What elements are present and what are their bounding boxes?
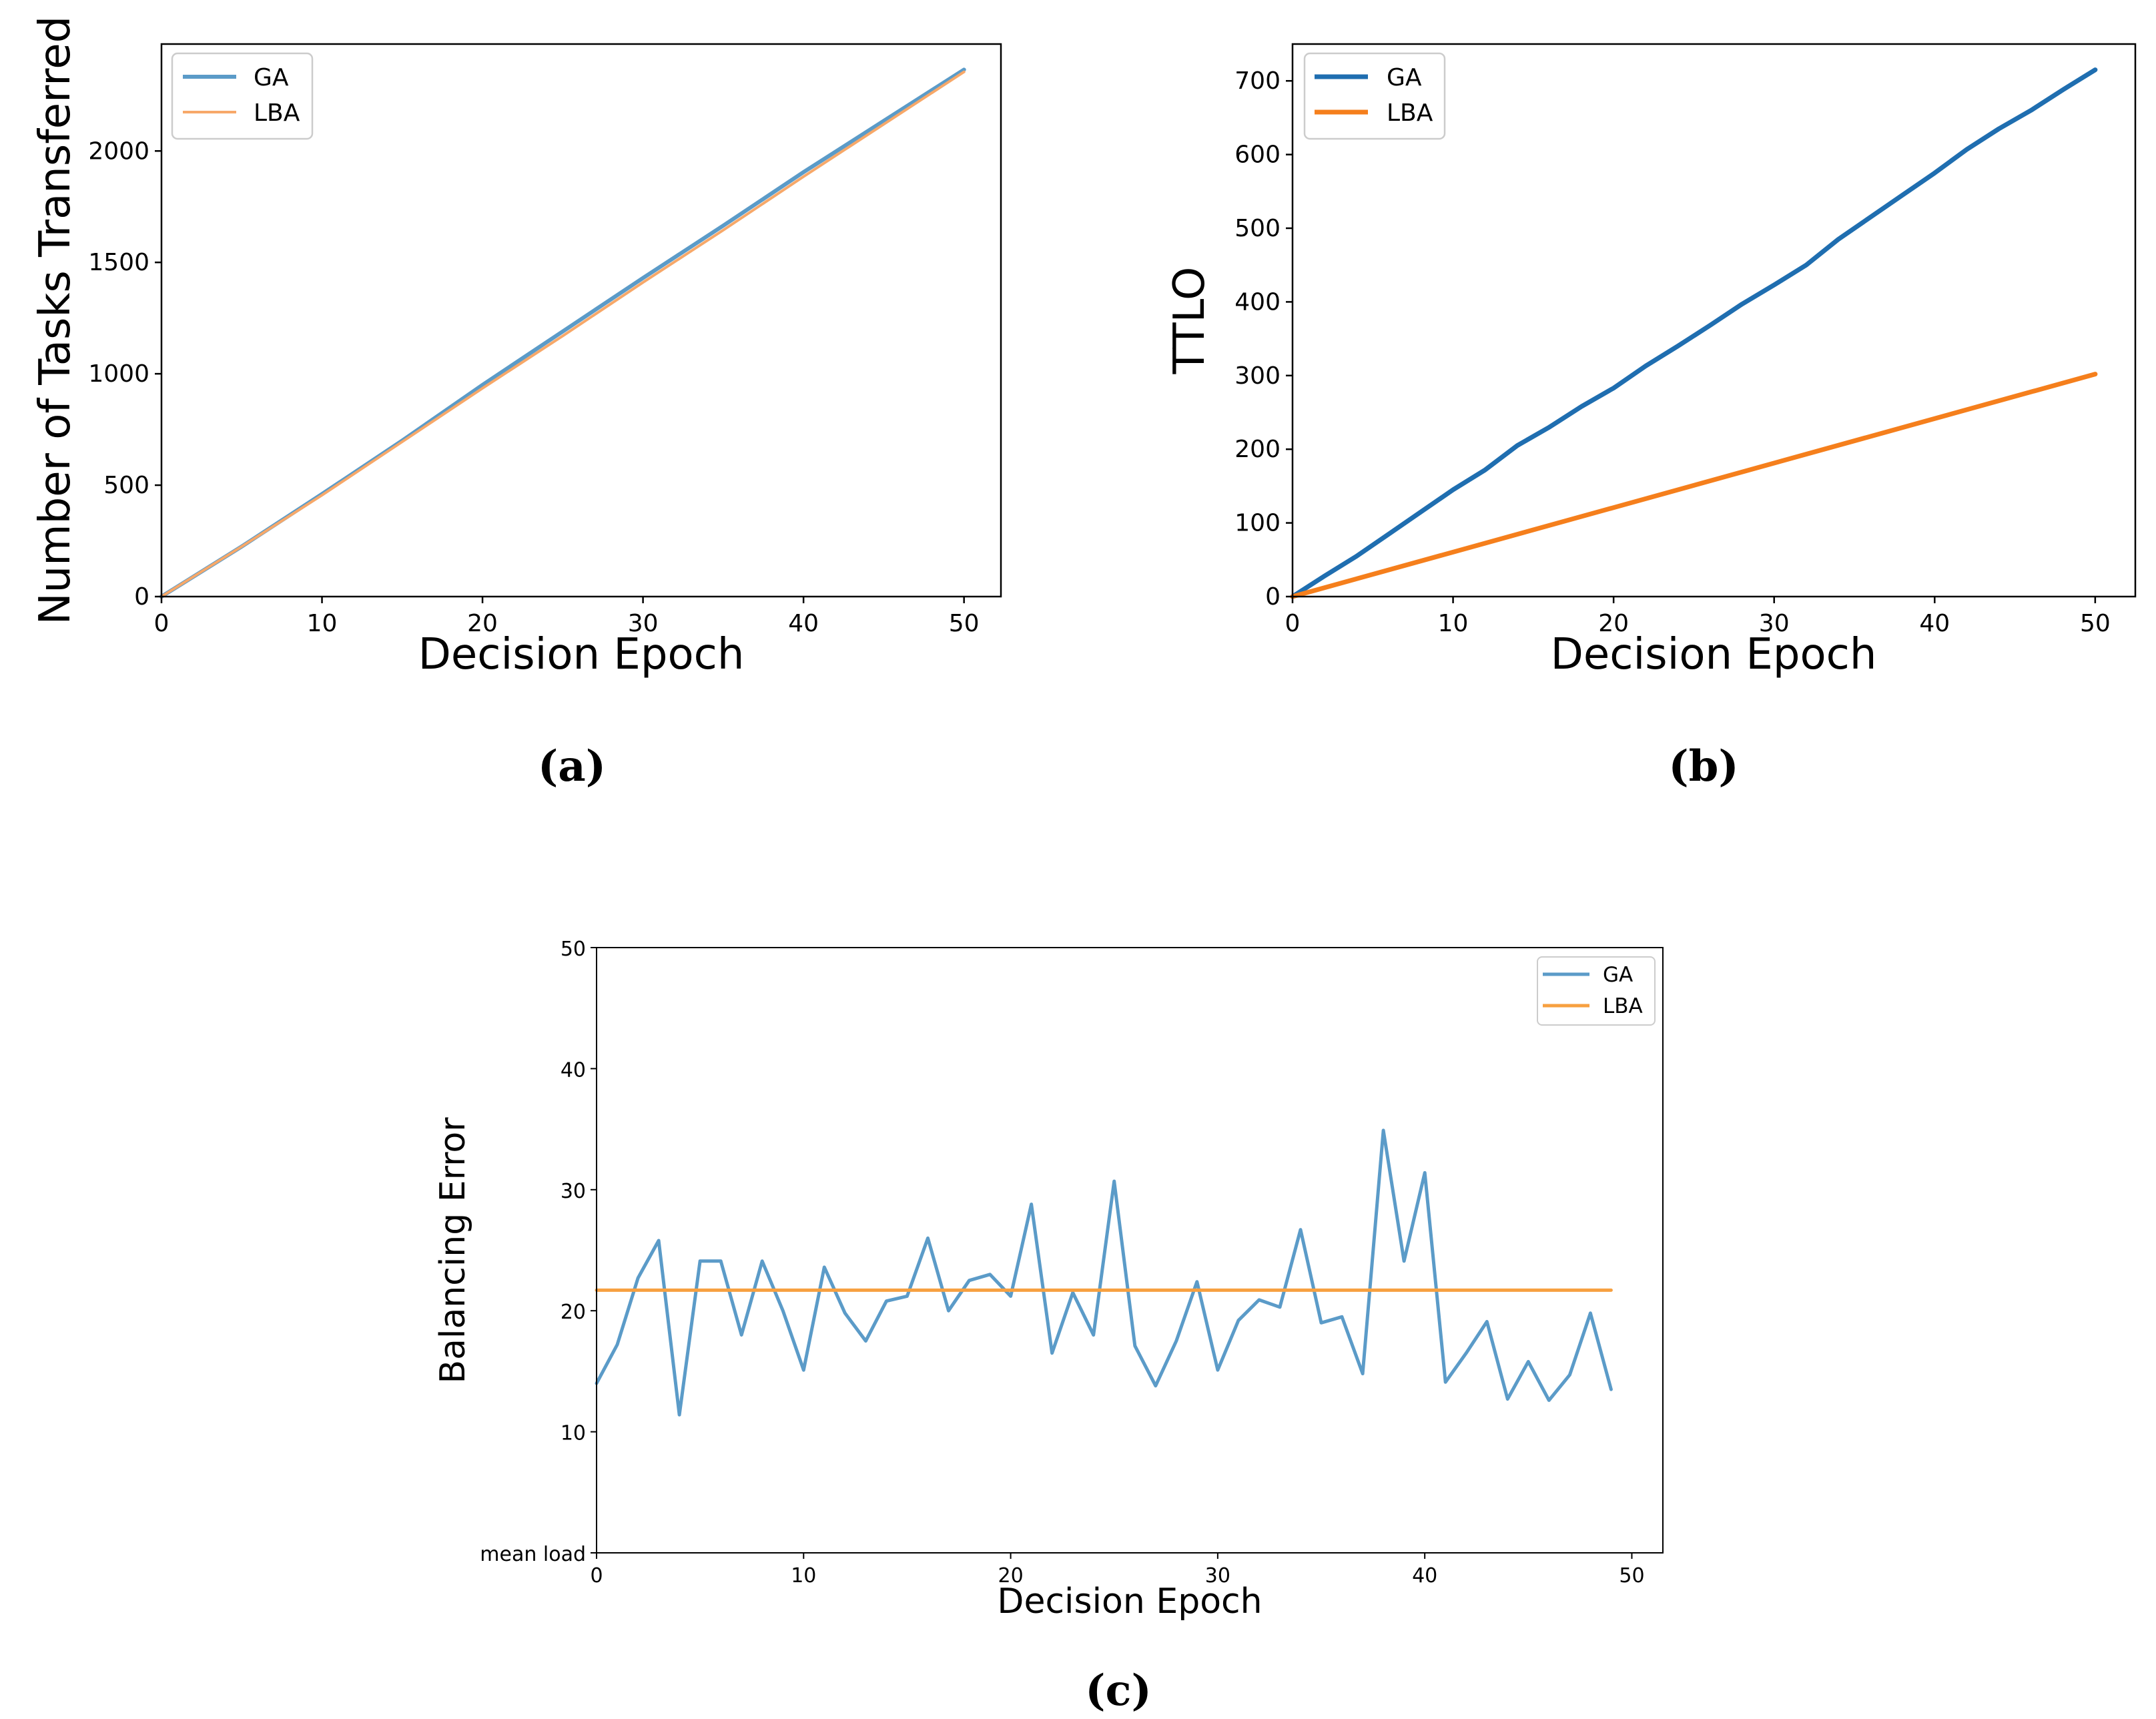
caption-b: (b) — [1668, 741, 1738, 791]
x-tick-label-c: 50 — [1619, 1564, 1644, 1588]
y-tick-label-b: 300 — [1234, 362, 1281, 390]
legend-label-c-lba: LBA — [1603, 994, 1643, 1018]
legend-label-c-ga: GA — [1603, 963, 1633, 987]
x-tick-label-b: 40 — [1919, 610, 1950, 637]
y-tick-label-b: 100 — [1234, 510, 1281, 537]
x-tick-label-a: 20 — [467, 610, 498, 637]
series-line-b-ga — [1290, 67, 2098, 599]
y-axis-label-c: Balancing Error — [433, 1117, 473, 1384]
x-tick-label-b: 0 — [1285, 610, 1301, 637]
x-tick-label-c: 20 — [998, 1564, 1023, 1588]
x-tick-label-a: 50 — [949, 610, 980, 637]
series-line-a-lba — [160, 70, 966, 598]
x-tick-label-a: 30 — [628, 610, 659, 637]
x-axis-label-c: Decision Epoch — [997, 1582, 1262, 1622]
series-layer-b — [1290, 67, 2098, 599]
y-tick-label-b: 600 — [1234, 141, 1281, 169]
caption-a: (a) — [538, 741, 606, 791]
x-tick-label-c: 0 — [590, 1564, 603, 1588]
x-tick-label-b: 20 — [1598, 610, 1629, 637]
y-tick-label-b: 400 — [1234, 288, 1281, 316]
legend-label-a-ga: GA — [254, 64, 289, 91]
legend-label-b-lba: LBA — [1387, 99, 1433, 127]
x-tick-label-b: 10 — [1438, 610, 1469, 637]
y-tick-label-a: 1500 — [88, 249, 149, 276]
x-tick-label-a: 40 — [788, 610, 819, 637]
legend-label-a-lba: LBA — [254, 99, 300, 127]
y-tick-label-a: 500 — [103, 472, 149, 499]
x-tick-label-c: 30 — [1205, 1564, 1230, 1588]
legend-label-b-ga: GA — [1387, 64, 1422, 91]
chart-panel-c: 0 10 20 30 40 50 mean load 10 20 30 40 50 Decision … — [433, 938, 1664, 1622]
y-tick-label-c: 10 — [561, 1422, 586, 1445]
plot-frame-c — [596, 947, 1664, 1554]
x-tick-label-a: 0 — [154, 610, 169, 637]
series-layer-a — [159, 67, 966, 599]
ticks-layer-c: 0 10 20 30 40 50 mean load 10 20 30 40 50 — [480, 938, 1644, 1588]
y-tick-label-c: 20 — [561, 1301, 586, 1324]
x-tick-label-c: 10 — [791, 1564, 816, 1588]
y-tick-label-b: 0 — [1265, 583, 1281, 611]
y-tick-label-c: 50 — [561, 938, 586, 961]
y-axis-label-b: TTLO — [1165, 267, 1214, 375]
caption-c: (c) — [1085, 1666, 1152, 1716]
y-tick-label-b: 700 — [1234, 67, 1281, 95]
y-tick-label-b: 500 — [1234, 215, 1281, 242]
y-tick-label-c: mean load — [480, 1543, 586, 1566]
legend-c: GA LBA — [1537, 956, 1656, 1026]
series-line-c-ga — [595, 1128, 1613, 1417]
x-axis-label-a: Decision Epoch — [418, 630, 745, 679]
series-layer-c — [595, 1128, 1613, 1417]
y-tick-label-a: 1000 — [88, 360, 149, 388]
x-tick-label-c: 40 — [1412, 1564, 1437, 1588]
y-tick-label-b: 200 — [1234, 436, 1281, 463]
x-tick-label-a: 10 — [307, 610, 338, 637]
x-axis-label-b: Decision Epoch — [1551, 630, 1877, 679]
plot-frame-a — [160, 43, 1002, 598]
y-tick-label-c: 40 — [561, 1058, 586, 1082]
legend-a: GA LBA — [171, 52, 314, 140]
y-axis-label-a: Number of Tasks Transferred — [31, 16, 80, 625]
y-tick-label-c: 30 — [561, 1180, 586, 1203]
series-line-b-lba — [1290, 372, 2098, 599]
y-tick-label-a: 2000 — [88, 137, 149, 165]
plot-frame-b — [1291, 43, 2137, 598]
y-tick-label-a: 0 — [134, 583, 149, 611]
legend-b: GA LBA — [1303, 52, 1446, 140]
x-tick-label-b: 50 — [2080, 610, 2111, 637]
x-tick-label-b: 30 — [1759, 610, 1790, 637]
